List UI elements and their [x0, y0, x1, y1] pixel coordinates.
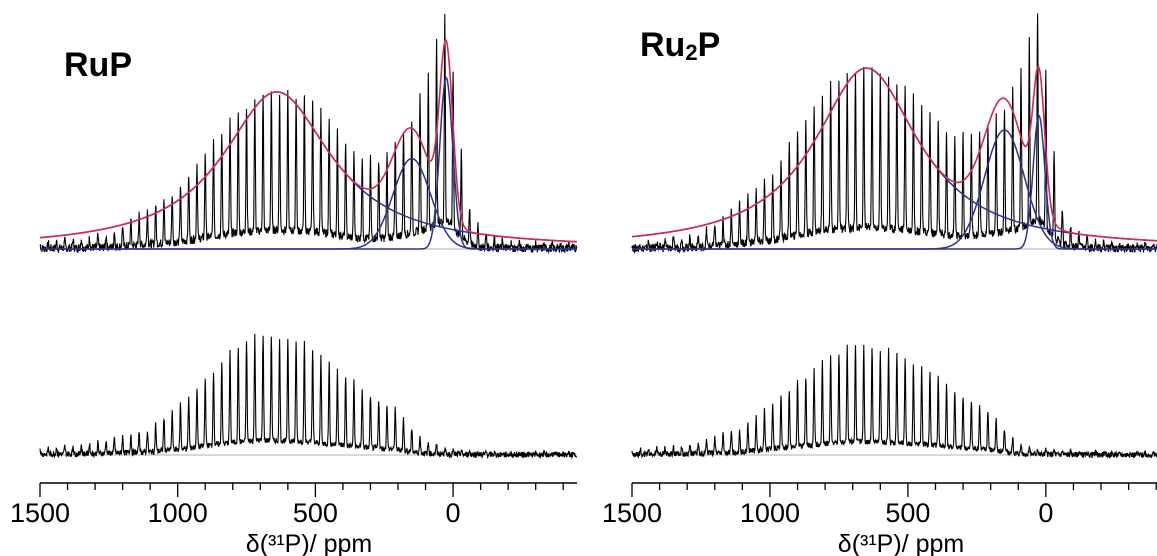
x-tick-label-rup: 0 [446, 498, 461, 528]
x-tick-label-ru2p: 1000 [740, 498, 800, 528]
x-tick-label-rup: 500 [293, 498, 338, 528]
fit-component-rup-1 [39, 91, 577, 243]
panel-title-rup: RuP [64, 46, 132, 84]
fit-total-ru2p [631, 65, 1157, 242]
fit-component-ru2p-1 [631, 67, 1157, 242]
plot-layer-ru2p: 1500 1000 500 0 [602, 13, 1157, 528]
x-axis-label-ru2p: δ(³¹P)/ ppm [838, 530, 964, 556]
plot-layer-rup: 1500 1000 500 0 [10, 13, 578, 528]
x-tick-label-rup: 1000 [148, 498, 208, 528]
fit-component-ru2p-3 [632, 114, 1157, 250]
x-tick-label-ru2p: 1500 [602, 498, 662, 528]
spectrum-top-rup [39, 13, 578, 255]
spectrum-top-ru2p [631, 13, 1157, 254]
x-tick-label-ru2p: 500 [885, 498, 930, 528]
x-tick-label-ru2p: 0 [1038, 498, 1053, 528]
fit-component-rup-3 [40, 76, 577, 250]
panel-ru2p: Ru2P 1500 1000 500 0 δ(³¹P)/ ppm [602, 13, 1157, 556]
panel-rup: RuP 1500 1000 500 0 δ(³¹P)/ ppm [10, 13, 578, 556]
spectrum-bottom-ru2p [631, 344, 1157, 460]
panel-title-ru2p: Ru2P [640, 26, 720, 65]
x-axis-label-rup: δ(³¹P)/ ppm [246, 530, 372, 556]
fit-total-rup [39, 38, 577, 243]
spectrum-bottom-rup [39, 333, 578, 460]
x-tick-label-rup: 1500 [10, 498, 70, 528]
